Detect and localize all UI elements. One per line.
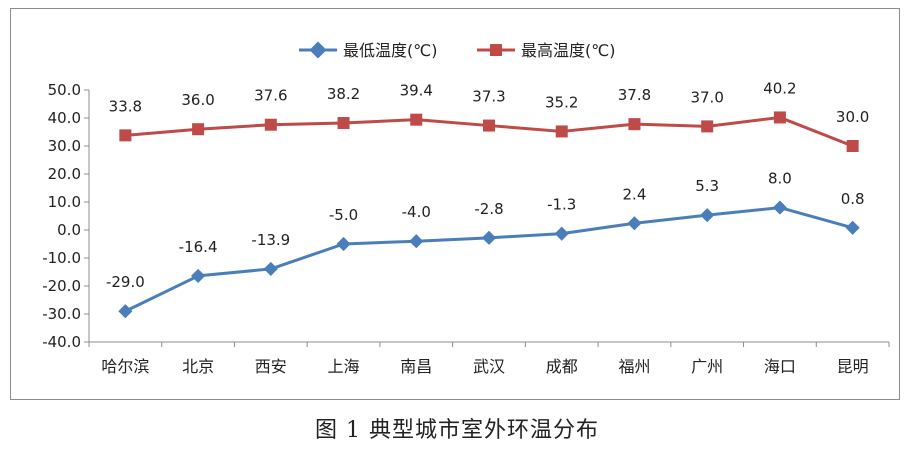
x-category-label: 海口: [764, 357, 796, 376]
data-label: -2.8: [474, 200, 503, 218]
legend-item-max: 最高温度(℃): [477, 41, 615, 60]
y-tick-label: 40.0: [48, 109, 81, 127]
data-label: 37.3: [472, 88, 505, 106]
data-point-diamond: [336, 236, 351, 252]
x-category-label: 西安: [255, 357, 287, 376]
data-label: 39.4: [400, 82, 433, 100]
legend-label-min: 最低温度(℃): [343, 41, 437, 60]
series-min-temp: -29.0 -16.4 -13.9 -5.0 -4.0 -2.8 -1.3 2.4 5.3 8.0…: [106, 170, 865, 319]
data-label: 37.0: [690, 88, 723, 106]
data-label: -16.4: [179, 238, 218, 256]
chart-frame: 最低温度(℃) 最高温度(℃) 50.0 40.0 30.0 20.0 10.0 0.0 -…: [10, 8, 900, 400]
data-label: 35.2: [545, 93, 578, 111]
data-point-square: [119, 129, 132, 142]
y-tick-label: 30.0: [48, 137, 81, 155]
series-max-temp: 33.8 36.0 37.6 38.2 39.4 37.3 35.2 37.8 37.0 40.2…: [109, 79, 869, 152]
x-category-label: 哈尔滨: [101, 357, 149, 376]
legend: 最低温度(℃) 最高温度(℃): [299, 41, 615, 60]
data-label: 38.2: [327, 85, 360, 103]
data-label: 36.0: [181, 91, 214, 109]
x-category-label: 广州: [691, 357, 723, 376]
data-label: -29.0: [106, 273, 145, 291]
data-label: -4.0: [402, 203, 431, 221]
series-line: [124, 206, 854, 313]
data-point-diamond: [118, 304, 133, 319]
data-label: 37.6: [254, 87, 287, 105]
figure-caption: 图 1 典型城市室外环温分布: [315, 418, 599, 443]
x-category-label: 武汉: [473, 357, 505, 376]
data-point-diamond: [409, 234, 424, 249]
data-label: 33.8: [109, 97, 142, 115]
data-label: -1.3: [547, 196, 576, 214]
data-label: 30.0: [836, 108, 869, 126]
y-tick-label: -30.0: [42, 305, 81, 323]
axes: 50.0 40.0 30.0 20.0 10.0 0.0 -10.0 -20.0 -30.0 -4…: [42, 81, 890, 376]
y-tick-label: 50.0: [48, 81, 81, 99]
data-point-diamond: [263, 261, 278, 276]
x-category-label: 福州: [618, 357, 650, 376]
data-point-diamond: [772, 200, 787, 215]
legend-marker-min: [309, 41, 327, 59]
data-point-diamond: [845, 220, 860, 235]
data-point-square: [846, 140, 859, 152]
data-point-square: [701, 120, 714, 133]
data-point-diamond: [481, 230, 497, 245]
legend-label-max: 最高温度(℃): [521, 41, 615, 60]
data-label: 0.8: [841, 190, 865, 208]
y-tick-label: 10.0: [48, 193, 81, 211]
data-point-square: [555, 125, 568, 138]
data-label: 2.4: [623, 185, 647, 203]
x-category-label: 上海: [328, 357, 360, 376]
data-point-square: [192, 123, 205, 136]
legend-marker-max: [490, 44, 502, 56]
x-category-label: 北京: [182, 357, 214, 376]
data-point-square: [410, 113, 423, 126]
x-category-label: 南昌: [400, 357, 432, 376]
series-layer: -29.0 -16.4 -13.9 -5.0 -4.0 -2.8 -1.3 2.4 5.3 8.0…: [106, 79, 869, 319]
data-point-diamond: [700, 208, 715, 223]
data-label: 40.2: [763, 79, 796, 97]
y-tick-label: 20.0: [48, 165, 81, 183]
data-point-square: [337, 117, 350, 130]
data-label: 37.8: [618, 86, 651, 104]
y-tick-label: -10.0: [42, 249, 81, 267]
data-point-diamond: [554, 226, 569, 241]
x-category-label: 成都: [546, 357, 578, 376]
data-label: 5.3: [695, 177, 719, 195]
data-point-square: [264, 118, 277, 131]
y-tick-label: 0.0: [57, 221, 81, 239]
x-category-label: 昆明: [837, 357, 869, 376]
y-tick-label: -20.0: [42, 277, 81, 295]
data-point-diamond: [191, 268, 206, 283]
data-point-diamond: [627, 216, 642, 231]
data-point-square: [773, 111, 786, 124]
line-chart: 最低温度(℃) 最高温度(℃) 50.0 40.0 30.0 20.0 10.0 0.0 -…: [42, 41, 890, 376]
y-tick-label: -40.0: [42, 333, 81, 351]
data-point-square: [483, 119, 495, 132]
data-label: -5.0: [329, 206, 358, 224]
legend-item-min: 最低温度(℃): [299, 41, 437, 60]
data-label: -13.9: [251, 231, 290, 249]
data-point-square: [628, 118, 641, 131]
data-label: 8.0: [768, 170, 792, 188]
